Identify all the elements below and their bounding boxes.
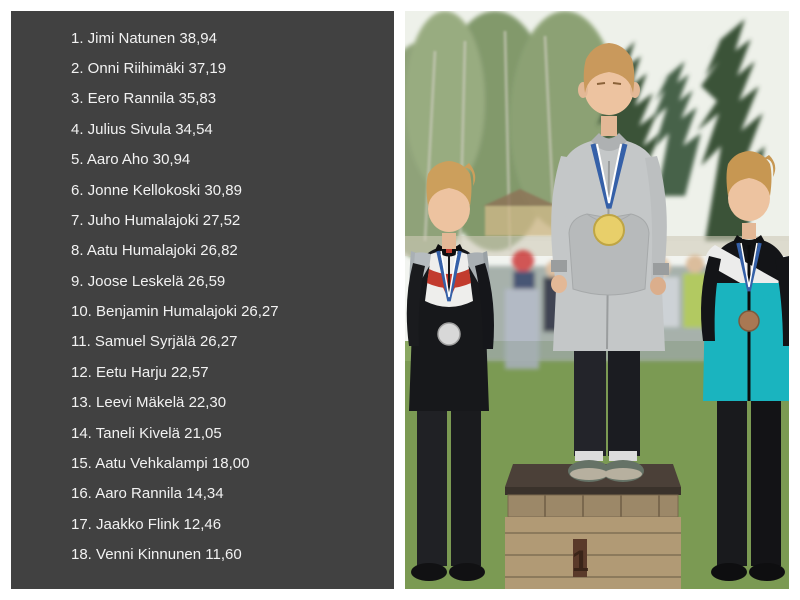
- svg-text:1: 1: [572, 545, 589, 578]
- svg-text:JG: JG: [755, 292, 770, 304]
